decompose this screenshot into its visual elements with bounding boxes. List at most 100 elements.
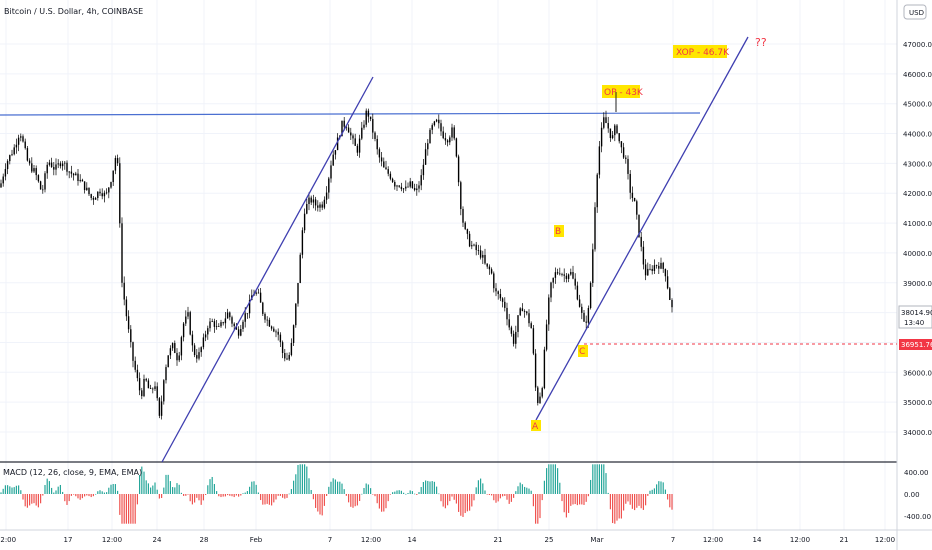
macd-bar xyxy=(557,468,559,494)
macd-bar xyxy=(315,494,317,508)
macd-bar xyxy=(473,494,475,501)
candle-body xyxy=(317,205,319,208)
time-axis[interactable]: 12:00 17 12:00 24 28 Feb 7 12:00 14 21 25 Mar 7 12:00… xyxy=(0,536,895,544)
macd-bar xyxy=(422,481,424,494)
candle-body xyxy=(429,129,431,144)
candle-body xyxy=(587,308,590,323)
macd-bar xyxy=(629,494,631,505)
candle-body xyxy=(354,138,356,146)
price-tick-label: 36000.00 xyxy=(903,369,932,377)
price-tick-label: 40000.00 xyxy=(903,250,932,258)
macd-bar xyxy=(279,494,281,496)
macd-bar xyxy=(609,494,611,510)
trendline-channel[interactable] xyxy=(535,36,749,421)
macd-bar xyxy=(425,480,427,494)
macd-bar xyxy=(442,494,444,507)
candle-body xyxy=(446,140,449,143)
macd-bar xyxy=(136,494,138,505)
candle-body xyxy=(418,185,420,189)
macd-bar xyxy=(154,482,156,494)
candle-body xyxy=(270,326,273,329)
candle-body xyxy=(453,127,455,139)
macd-bar xyxy=(299,464,301,494)
time-tick-label: Mar xyxy=(590,536,603,544)
candle-body xyxy=(627,158,629,174)
point-b-label[interactable]: B xyxy=(554,225,564,237)
macd-bar xyxy=(106,492,108,494)
candle-body xyxy=(235,326,238,330)
macd-bar xyxy=(477,480,479,494)
candle-body xyxy=(134,360,136,370)
macd-bar xyxy=(491,494,493,496)
macd-bar xyxy=(449,494,451,502)
candle-body xyxy=(616,125,618,134)
candle-body xyxy=(255,292,257,294)
candle-body xyxy=(321,204,323,208)
candle-body xyxy=(17,137,20,145)
candle-body xyxy=(244,313,246,322)
macd-bar xyxy=(563,494,565,513)
macd-axis[interactable]: 400.00 0.00 -400.00 xyxy=(904,469,931,521)
point-c-label[interactable]: C xyxy=(578,345,588,357)
candle-body xyxy=(563,274,565,276)
macd-bar xyxy=(295,474,297,494)
grid-lines xyxy=(0,0,897,530)
trendline-rise[interactable] xyxy=(161,76,374,463)
price-tick-label: 41000.00 xyxy=(903,220,932,228)
candle-body xyxy=(26,148,29,161)
candle-body xyxy=(341,120,343,137)
candle-body xyxy=(350,132,352,136)
candle-body xyxy=(486,263,488,267)
macd-bar xyxy=(513,494,515,498)
macd-bar xyxy=(260,494,262,501)
price-tick-label: 43000.00 xyxy=(903,160,932,168)
op-label[interactable]: OP - 43K xyxy=(602,85,644,98)
macd-bar xyxy=(480,478,482,494)
candle-body xyxy=(158,398,161,416)
candle-body xyxy=(565,275,568,279)
candle-body xyxy=(145,378,147,381)
candle-body xyxy=(664,268,667,277)
resistance-line[interactable] xyxy=(0,112,701,116)
candle-body xyxy=(143,378,145,397)
xop-label[interactable]: XOP - 46.7K xyxy=(673,45,730,58)
macd-bar xyxy=(458,494,460,512)
currency-button[interactable]: USD xyxy=(903,4,927,20)
candle-body xyxy=(209,321,211,329)
candle-body xyxy=(240,329,242,336)
macd-bar xyxy=(15,485,17,494)
point-a-label[interactable]: A xyxy=(531,420,541,432)
macd-bar xyxy=(537,494,539,524)
macd-bar xyxy=(339,481,341,494)
macd-bar xyxy=(95,493,97,495)
macd-bar xyxy=(167,474,169,494)
time-tick-label: 24 xyxy=(153,536,162,544)
candle-body xyxy=(515,331,517,344)
macd-bar xyxy=(502,494,504,497)
candle-body xyxy=(361,127,363,139)
macd-bar xyxy=(40,494,42,504)
candle-body xyxy=(116,158,119,164)
candle-body xyxy=(149,388,152,390)
macd-bar xyxy=(466,494,468,512)
macd-bar xyxy=(66,494,68,505)
macd-bar xyxy=(484,490,486,494)
macd-bar xyxy=(152,485,154,494)
candle-body xyxy=(163,380,165,402)
candle-body xyxy=(178,355,180,361)
macd-bar xyxy=(499,494,501,499)
macd-bar xyxy=(238,494,240,497)
macd-bar xyxy=(486,494,488,495)
candle-body xyxy=(237,329,240,336)
candle-body xyxy=(273,328,275,332)
candle-body xyxy=(534,353,537,388)
candle-body xyxy=(46,164,48,174)
price-axis[interactable]: 34000.0035000.0036000.0037000.0038000.00… xyxy=(903,41,932,437)
macd-bar xyxy=(328,486,330,494)
candle-body xyxy=(530,323,532,329)
candle-body xyxy=(308,197,310,205)
macd-bar xyxy=(460,494,462,516)
macd-bar xyxy=(405,493,407,495)
candle-body xyxy=(281,342,284,354)
